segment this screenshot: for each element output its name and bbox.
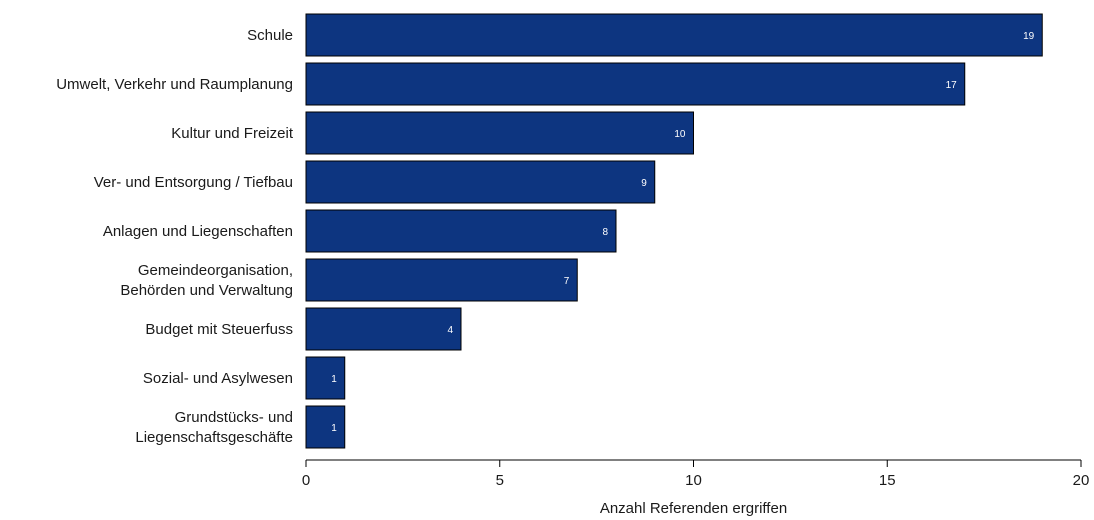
bar [305, 307, 462, 351]
category-label: Schule [247, 27, 293, 44]
value-label: 1 [331, 423, 337, 434]
x-tick-label: 15 [879, 472, 896, 489]
x-tick-label: 5 [496, 472, 504, 489]
x-tick-label: 0 [302, 472, 310, 489]
bars-group [305, 13, 1043, 449]
bar [305, 13, 1043, 57]
value-label: 10 [674, 129, 686, 140]
x-tick-label: 20 [1073, 472, 1090, 489]
category-label: Gemeindeorganisation, [138, 262, 293, 279]
value-label: 4 [447, 325, 453, 336]
category-label: Anlagen und Liegenschaften [103, 223, 293, 240]
value-label: 8 [602, 227, 608, 238]
x-ticks: 0 5 10 15 20 [302, 460, 1090, 489]
value-label: 9 [641, 178, 647, 189]
bar [305, 62, 966, 106]
x-tick-label: 10 [685, 472, 702, 489]
value-label: 7 [564, 276, 570, 287]
category-label: Budget mit Steuerfuss [145, 321, 293, 338]
category-label: Kultur und Freizeit [171, 125, 294, 142]
bar [305, 160, 656, 204]
category-label: Ver- und Entsorgung / Tiefbau [94, 174, 293, 191]
x-axis: 0 5 10 15 20 [302, 459, 1090, 489]
category-labels: Schule Umwelt, Verkehr und Raumplanung Kul… [56, 27, 294, 446]
value-label: 17 [946, 80, 958, 91]
bar [305, 209, 617, 253]
category-label: Grundstücks- und [175, 409, 293, 426]
bar [305, 258, 578, 302]
category-label: Sozial- und Asylwesen [143, 370, 293, 387]
value-label: 1 [331, 374, 337, 385]
category-label: Liegenschaftsgeschäfte [135, 429, 293, 446]
bar [305, 405, 346, 449]
bar [305, 111, 694, 155]
category-label: Behörden und Verwaltung [120, 282, 293, 299]
value-labels: 19 17 10 9 8 7 4 1 1 [331, 31, 1034, 434]
value-label: 19 [1023, 31, 1035, 42]
bar [305, 356, 346, 400]
category-label: Umwelt, Verkehr und Raumplanung [56, 76, 293, 93]
x-axis-title: Anzahl Referenden ergriffen [600, 500, 787, 517]
